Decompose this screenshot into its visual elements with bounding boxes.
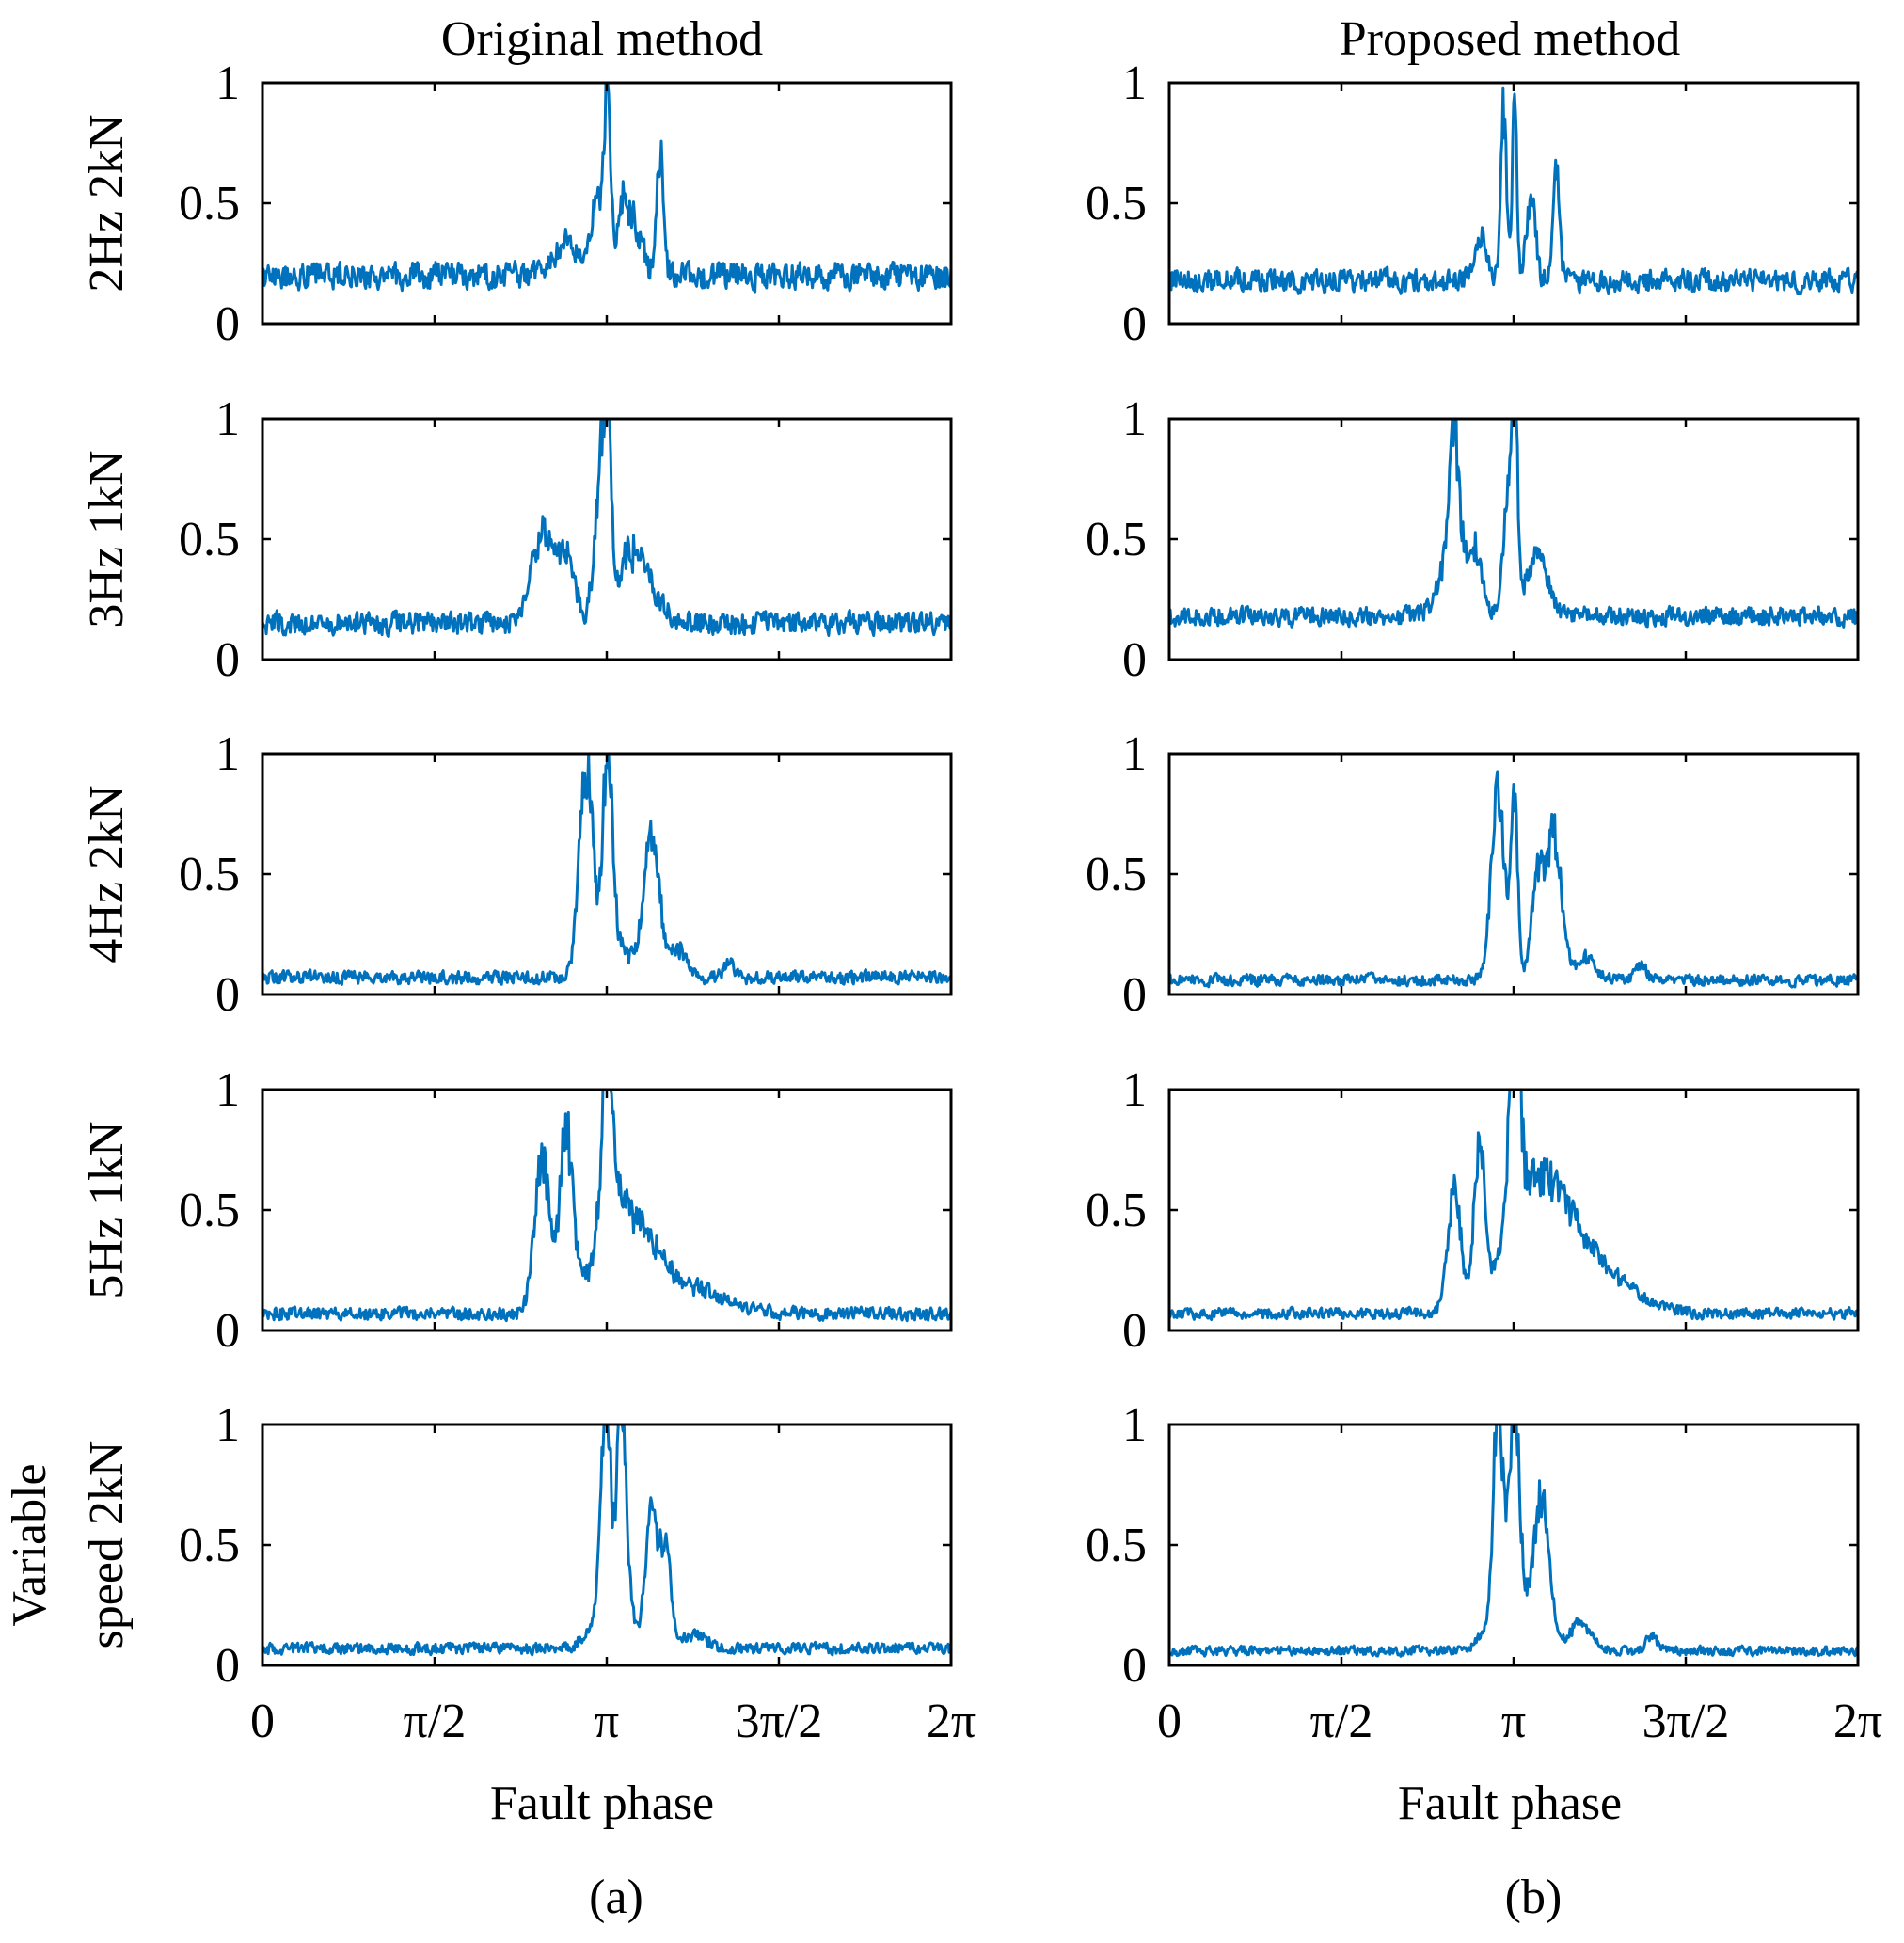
y-tick-label: 0.5: [1086, 1519, 1147, 1572]
y-tick-label: 0.5: [1086, 177, 1147, 231]
y-tick-label: 0.5: [1086, 848, 1147, 901]
series-line-proposed-row-0: [1168, 86, 1860, 295]
x-tick-label: π/2: [404, 1695, 467, 1748]
y-tick-label: 0: [1122, 1304, 1147, 1358]
y-tick-label: 0: [215, 1639, 240, 1693]
axes-frame-original-row-2: [261, 752, 953, 996]
y-tick-label: 0: [215, 297, 240, 351]
series-line-proposed-row-3: [1167, 1088, 1860, 1322]
y-tick-label: 0.5: [179, 513, 240, 566]
y-tick-label: 0.5: [1086, 513, 1147, 566]
y-tick-label: 1: [215, 392, 240, 446]
y-tick-label: 1: [1122, 1063, 1147, 1117]
column-title-original: Original method: [441, 12, 763, 66]
y-tick-label: 0.5: [179, 848, 240, 901]
y-tick-label: 1: [215, 1398, 240, 1452]
panel-label-b: (b): [1505, 1871, 1563, 1924]
row-label-0-line-0: 2Hz 2kN: [80, 114, 134, 292]
y-tick-label: 1: [215, 56, 240, 110]
x-tick-label: π/2: [1310, 1695, 1373, 1748]
x-tick-label: 2π: [1833, 1695, 1882, 1748]
row-label-4-line-1: speed 2kN: [80, 1441, 134, 1649]
row-label-4-line-0: Variable: [3, 1463, 56, 1626]
y-tick-label: 0: [215, 633, 240, 687]
x-tick-label: 0: [250, 1695, 275, 1748]
y-tick-label: 0: [215, 1304, 240, 1358]
panel-proposed-row-4: 0 0.5 1 0 π/2 π 3π/2 2π: [1086, 1398, 1882, 1748]
y-tick-label: 0: [1122, 1639, 1147, 1693]
series-line-original-row-4: [261, 1423, 953, 1657]
series-line-original-row-2: [261, 752, 952, 986]
series-line-proposed-row-2: [1167, 770, 1860, 989]
column-title-proposed: Proposed method: [1340, 12, 1681, 66]
y-tick-label: 0: [1122, 968, 1147, 1022]
y-tick-label: 1: [215, 727, 240, 781]
x-tick-label: π: [1501, 1695, 1526, 1748]
axes-frame-original-row-3: [261, 1088, 953, 1332]
y-tick-label: 1: [1122, 727, 1147, 781]
y-tick-label: 1: [1122, 1398, 1147, 1452]
x-tick-label: 3π/2: [736, 1695, 823, 1748]
panel-original-row-4: 0 0.5 1 0 π/2 π 3π/2 2π: [179, 1398, 976, 1748]
panel-proposed-row-0: 00.51: [1086, 56, 1860, 351]
y-tick-label: 1: [1122, 392, 1147, 446]
y-tick-label: 0.5: [1086, 1184, 1147, 1237]
series-line-original-row-0: [261, 81, 953, 294]
y-tick-label: 0.5: [179, 1184, 240, 1237]
row-label-2-line-0: 4Hz 2kN: [80, 785, 134, 963]
x-tick-label: π: [595, 1695, 619, 1748]
series-line-proposed-row-1: [1167, 417, 1860, 629]
y-tick-label: 1: [1122, 56, 1147, 110]
series-line-original-row-3: [261, 1088, 953, 1323]
x-tick-label: 3π/2: [1642, 1695, 1730, 1748]
series-line-original-row-1: [261, 417, 953, 639]
y-tick-label: 1: [215, 1063, 240, 1117]
panel-proposed-row-2: 00.51: [1086, 727, 1860, 1022]
panel-original-row-2: 00.51: [179, 727, 953, 1022]
x-axis-label-original: Fault phase: [490, 1776, 714, 1830]
row-label-1-line-0: 3Hz 1kN: [80, 450, 134, 628]
y-tick-label: 0: [1122, 297, 1147, 351]
y-tick-label: 0.5: [179, 177, 240, 231]
panel-original-row-0: 00.51: [179, 56, 953, 351]
panel-original-row-1: 00.51: [179, 392, 953, 687]
y-tick-label: 0: [1122, 633, 1147, 687]
row-label-3-line-0: 5Hz 1kN: [80, 1121, 134, 1298]
axes-frame-proposed-row-3: [1167, 1088, 1860, 1332]
panel-original-row-3: 00.51: [179, 1063, 953, 1358]
series-line-proposed-row-4: [1167, 1423, 1860, 1658]
x-tick-label: 2π: [927, 1695, 976, 1748]
axes-frame-proposed-row-4: [1167, 1423, 1860, 1667]
x-axis-label-proposed: Fault phase: [1398, 1776, 1622, 1830]
x-tick-label: 0: [1157, 1695, 1182, 1748]
panel-proposed-row-3: 00.51: [1086, 1063, 1860, 1358]
axes-frame-original-row-4: [261, 1423, 953, 1667]
y-tick-label: 0.5: [179, 1519, 240, 1572]
panel-proposed-row-1: 00.51: [1086, 392, 1860, 687]
panel-label-a: (a): [589, 1871, 643, 1924]
y-tick-label: 0: [215, 968, 240, 1022]
